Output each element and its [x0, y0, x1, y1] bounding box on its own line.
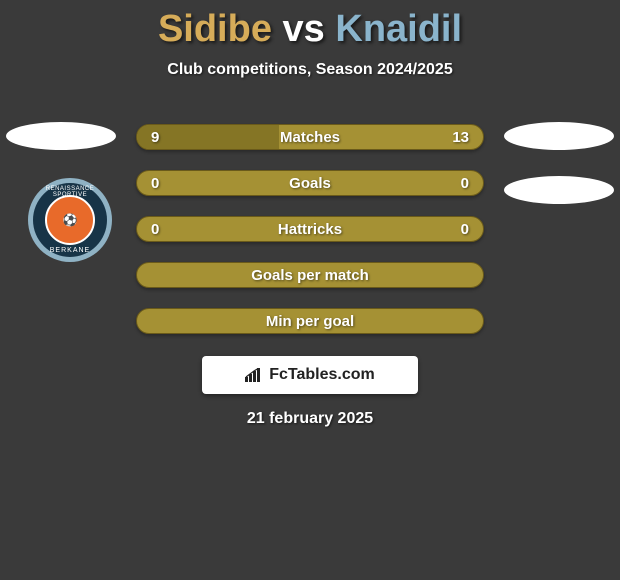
comparison-title: Sidibe vs Knaidil	[0, 0, 620, 51]
player1-club-badge: RENAISSANCE SPORTIVE ⚽ BERKANE	[28, 178, 112, 262]
stat-value-right: 0	[461, 175, 469, 192]
stat-row: Goals per match	[136, 262, 484, 288]
stat-value-left: 0	[151, 175, 159, 192]
brand-attribution[interactable]: FcTables.com	[202, 356, 418, 394]
stat-row: 9 Matches 13	[136, 124, 484, 150]
player2-name: Knaidil	[335, 8, 462, 50]
stats-panel: 9 Matches 13 0 Goals 0 0 Hattricks 0 Goals per ma…	[136, 124, 484, 354]
stat-label: Min per goal	[266, 313, 354, 330]
stat-label: Goals per match	[251, 267, 369, 284]
stat-value-left: 0	[151, 221, 159, 238]
stat-row: 0 Hattricks 0	[136, 216, 484, 242]
badge-bottom-text: BERKANE	[33, 247, 107, 254]
player2-photo-placeholder	[504, 122, 614, 150]
stat-value-right: 0	[461, 221, 469, 238]
stat-row: 0 Goals 0	[136, 170, 484, 196]
brand-text: FcTables.com	[269, 366, 375, 384]
player1-name: Sidibe	[158, 8, 272, 50]
stat-label: Goals	[289, 175, 331, 192]
stat-value-right: 13	[452, 129, 469, 146]
stat-row: Min per goal	[136, 308, 484, 334]
badge-center-icon: ⚽	[45, 195, 95, 245]
subtitle: Club competitions, Season 2024/2025	[0, 61, 620, 79]
badge-top-text: RENAISSANCE SPORTIVE	[33, 186, 107, 198]
stat-value-left: 9	[151, 129, 159, 146]
date-text: 21 february 2025	[0, 410, 620, 428]
player1-photo-placeholder	[6, 122, 116, 150]
stat-label: Matches	[280, 129, 340, 146]
stat-label: Hattricks	[278, 221, 342, 238]
vs-text: vs	[283, 8, 325, 50]
player2-club-placeholder	[504, 176, 614, 204]
chart-icon	[245, 368, 263, 382]
